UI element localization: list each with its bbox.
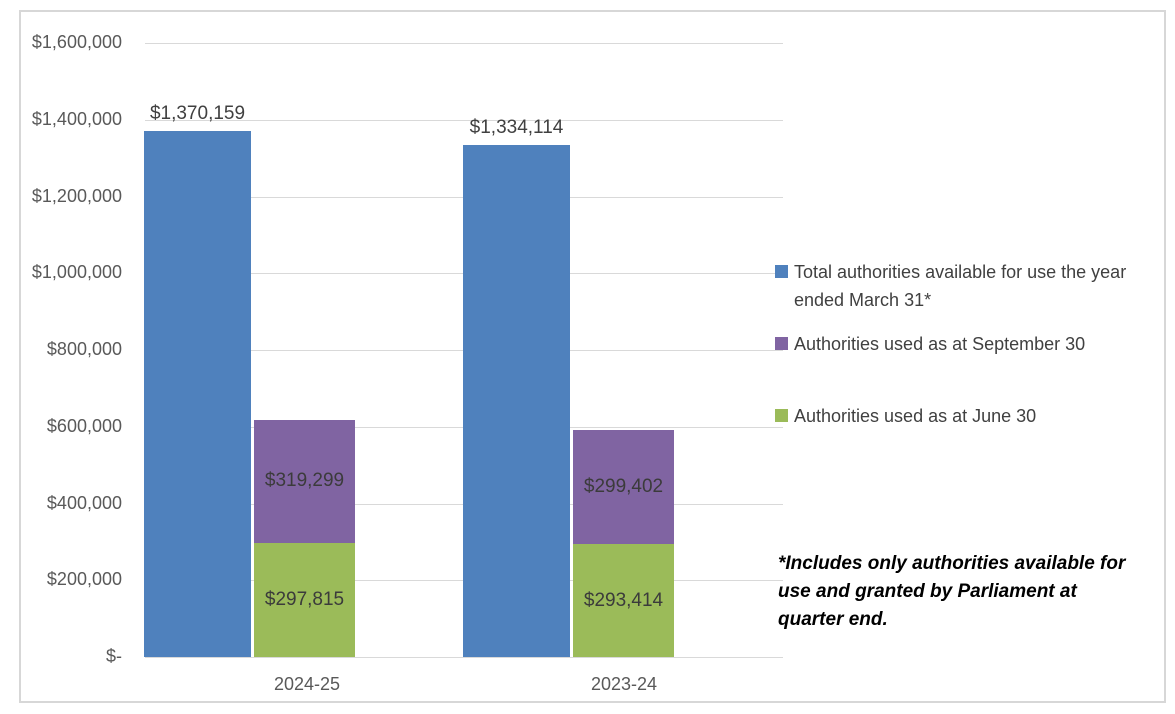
authorities-used-june-value-label: $293,414 <box>583 589 664 611</box>
total-authorities-bar <box>463 145 570 657</box>
y-axis-tick-label: $1,400,000 <box>31 108 122 129</box>
y-axis-tick-label: $200,000 <box>46 569 122 590</box>
y-axis-tick-label: $1,200,000 <box>31 185 122 206</box>
authorities-used-june-value-label: $297,815 <box>264 588 345 610</box>
x-axis-category-label: 2024-25 <box>273 674 341 694</box>
legend-swatch-icon <box>775 265 788 278</box>
total-authorities-value-label: $1,370,159 <box>149 103 246 125</box>
y-axis-tick-label: $- <box>105 646 122 666</box>
y-axis-tick-label: $600,000 <box>46 415 122 436</box>
legend-item: Total authorities available for use the … <box>775 258 1144 314</box>
legend-label: Authorities used as at June 30 <box>794 406 1037 426</box>
y-gridline <box>145 43 783 44</box>
legend-swatch-icon <box>775 337 788 350</box>
authorities-used-june-bar <box>254 542 355 657</box>
authorities-used-september-value-label: $299,402 <box>583 475 664 497</box>
y-axis-tick-label: $400,000 <box>46 492 122 513</box>
chart-footnote: *Includes only authorities available for… <box>778 553 1126 630</box>
legend-item: Authorities used as at June 30 <box>775 402 1144 430</box>
x-axis-category-label: 2023-24 <box>590 674 658 694</box>
authorities-used-june-bar <box>573 544 674 657</box>
total-authorities-value-label: $1,334,114 <box>469 117 564 139</box>
legend-label: Total authorities available for use the … <box>794 262 1127 310</box>
total-authorities-bar <box>144 131 251 657</box>
authorities-used-september-bar <box>573 429 674 545</box>
authorities-used-september-value-label: $319,299 <box>264 470 345 492</box>
y-axis-tick-label: $1,600,000 <box>31 32 122 52</box>
legend-swatch-icon <box>775 409 788 422</box>
y-axis-tick-label: $1,000,000 <box>31 262 122 283</box>
legend-item: Authorities used as at September 30 <box>775 330 1144 358</box>
y-axis-tick-label: $800,000 <box>46 339 122 359</box>
legend-label: Authorities used as at September 30 <box>794 334 1086 354</box>
authorities-used-september-bar <box>254 420 355 543</box>
y-gridline <box>145 119 783 121</box>
y-gridline <box>145 657 783 658</box>
